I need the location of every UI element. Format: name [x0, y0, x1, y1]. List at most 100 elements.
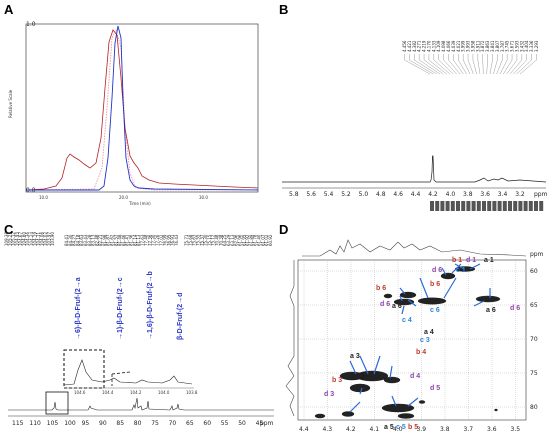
- peak-label: 77.36: [147, 234, 152, 246]
- peak-label: 4.109: [436, 40, 441, 52]
- d-top-projection: [302, 239, 527, 257]
- peak-label: 76.91: [170, 234, 175, 246]
- xtick: 5.8: [289, 191, 299, 198]
- peak-label: 104.11: [36, 232, 41, 246]
- peak-label: 61.40: [257, 234, 262, 246]
- peak-label: 61.95: [241, 234, 246, 246]
- peak-label: 61.89: [249, 234, 254, 246]
- peak-label: 84.41: [64, 234, 69, 246]
- peak-label: 104.06: [39, 232, 44, 246]
- peak-label: 3.999: [461, 40, 466, 52]
- annotation-b: →1,6)-β-D-Fruf-(2→b: [147, 271, 154, 340]
- ytick: 0.0: [26, 187, 36, 194]
- peak-label: 83.13: [91, 234, 96, 246]
- peak-label: 76.99: [163, 234, 168, 246]
- xtick: 4.1: [370, 426, 380, 433]
- peak-label: 75.30: [203, 234, 208, 246]
- peak-label: 77.26: [155, 234, 160, 246]
- peak-label: 105.21: [8, 232, 13, 246]
- inset-tick: 104.6: [74, 390, 86, 395]
- xtick: 50: [238, 420, 246, 427]
- hsqc-peak-label: b 3: [332, 377, 342, 384]
- annotation-a: →6)-β-D-Fruf-(2→a: [75, 277, 82, 340]
- xtick: 5.0: [359, 191, 369, 198]
- peak-label: 104.24: [29, 232, 34, 246]
- panel-b-chart: 4.456 4.421 4.382 4.271 4.219 4.170 4.133 4.109…: [282, 40, 548, 211]
- peak-label: 104.93: [15, 232, 20, 246]
- trace-red: [25, 29, 259, 191]
- hsqc-peak-label: b 6: [430, 281, 440, 288]
- panel-letter-c: C: [4, 222, 14, 237]
- peak-label: 3.841: [490, 40, 495, 52]
- hsqc-peak-label: b 4: [416, 349, 426, 356]
- panel-b-peak-labels: 4.456 4.421 4.382 4.271 4.219 4.170 4.133 4.109…: [402, 40, 539, 52]
- peak-label: 61.02: [264, 234, 269, 246]
- ytick: 1.0: [26, 21, 36, 28]
- peak-label: 75.68: [188, 234, 193, 246]
- peak-label: 81.41: [125, 234, 130, 246]
- peak-label: 104.67: [18, 232, 23, 246]
- d-xaxis: 4.4 4.3 4.2 4.1 4.0 3.9 3.8 3.7 3.6 3.5: [299, 426, 520, 433]
- peak-label: 77.30: [151, 234, 156, 246]
- inset-tick: 104.2: [130, 390, 142, 395]
- peak-label: 4.382: [412, 40, 417, 52]
- peak-label: 64.25: [222, 234, 227, 246]
- xtick: 55: [221, 420, 229, 427]
- xtick: 3.6: [480, 191, 490, 198]
- hsqc-peak-label: a 4: [424, 329, 434, 336]
- peak-label: 3.671: [510, 40, 515, 52]
- peak-label: 84.18: [75, 234, 80, 246]
- hsqc-peak-label: a 5: [384, 424, 394, 431]
- xtick: 3.9: [417, 426, 427, 433]
- hsqc-peak-label: d 1: [466, 257, 476, 264]
- inset-xaxis: 104.6 104.4 104.2 104.0 103.8: [74, 390, 198, 395]
- panel-a-xlabel: Time (min): [128, 201, 151, 206]
- trace-pink: [25, 28, 258, 191]
- peak-label: 81.48: [117, 234, 122, 246]
- xtick: 115: [12, 420, 24, 427]
- peak-label: 4.039: [451, 40, 456, 52]
- d-yaxis: 60 65 70 75 80 ppm: [530, 251, 544, 411]
- peak-label: 75.12: [211, 234, 216, 246]
- xtick: 3.8: [463, 191, 473, 198]
- d-left-projection: [285, 260, 295, 417]
- peak-label: 76.95: [166, 234, 171, 246]
- xtick: 3.2: [515, 191, 525, 198]
- xtick: 70: [169, 420, 177, 427]
- xtick: 3.8: [440, 426, 450, 433]
- ytick: 60: [530, 268, 538, 275]
- xtick: 5.6: [306, 191, 316, 198]
- peak-label: 75.71: [184, 234, 189, 246]
- peak-label: 83.63: [79, 234, 84, 246]
- peak-label: 61.78: [253, 234, 258, 246]
- peak-label: 4.456: [402, 40, 407, 52]
- axis-unit: ppm: [534, 191, 548, 198]
- peak-label: 61.92: [245, 234, 250, 246]
- xtick: 4.2: [428, 191, 438, 198]
- peak-label: 77.48: [144, 234, 149, 246]
- hsqc-peak-label: d 6: [380, 301, 390, 308]
- peak-label: 75.37: [199, 234, 204, 246]
- peak-label: 62.96: [234, 234, 239, 246]
- peak-label: 3.911: [475, 40, 480, 52]
- hsqc-peak-label: a 3: [350, 353, 360, 360]
- inset-tick: 104.0: [158, 390, 170, 395]
- hsqc-peak-label: a 6: [486, 307, 496, 314]
- peak-label: 3.404: [524, 40, 529, 52]
- inset-tick: 104.4: [102, 390, 114, 395]
- hsqc-peak-label: c 5: [396, 424, 406, 431]
- peak-label: 75.55: [195, 234, 200, 246]
- peak-label: 81.46: [121, 234, 126, 246]
- peak-label: 3.293: [534, 40, 539, 52]
- peak-label: 3.872: [480, 40, 485, 52]
- hsqc-peak-label: d 6: [510, 305, 520, 312]
- peak-label: 4.219: [422, 40, 427, 52]
- hsqc-peak-label: b 1: [452, 257, 462, 264]
- panel-a-ylabel: Relative Scale: [8, 89, 13, 118]
- peak-label: 81.36: [128, 234, 133, 246]
- peak-label: 4.170: [426, 40, 431, 52]
- peak-label: 81.98: [102, 234, 107, 246]
- peak-label: 104.02: [43, 232, 48, 246]
- axis-unit: ppm: [530, 251, 544, 258]
